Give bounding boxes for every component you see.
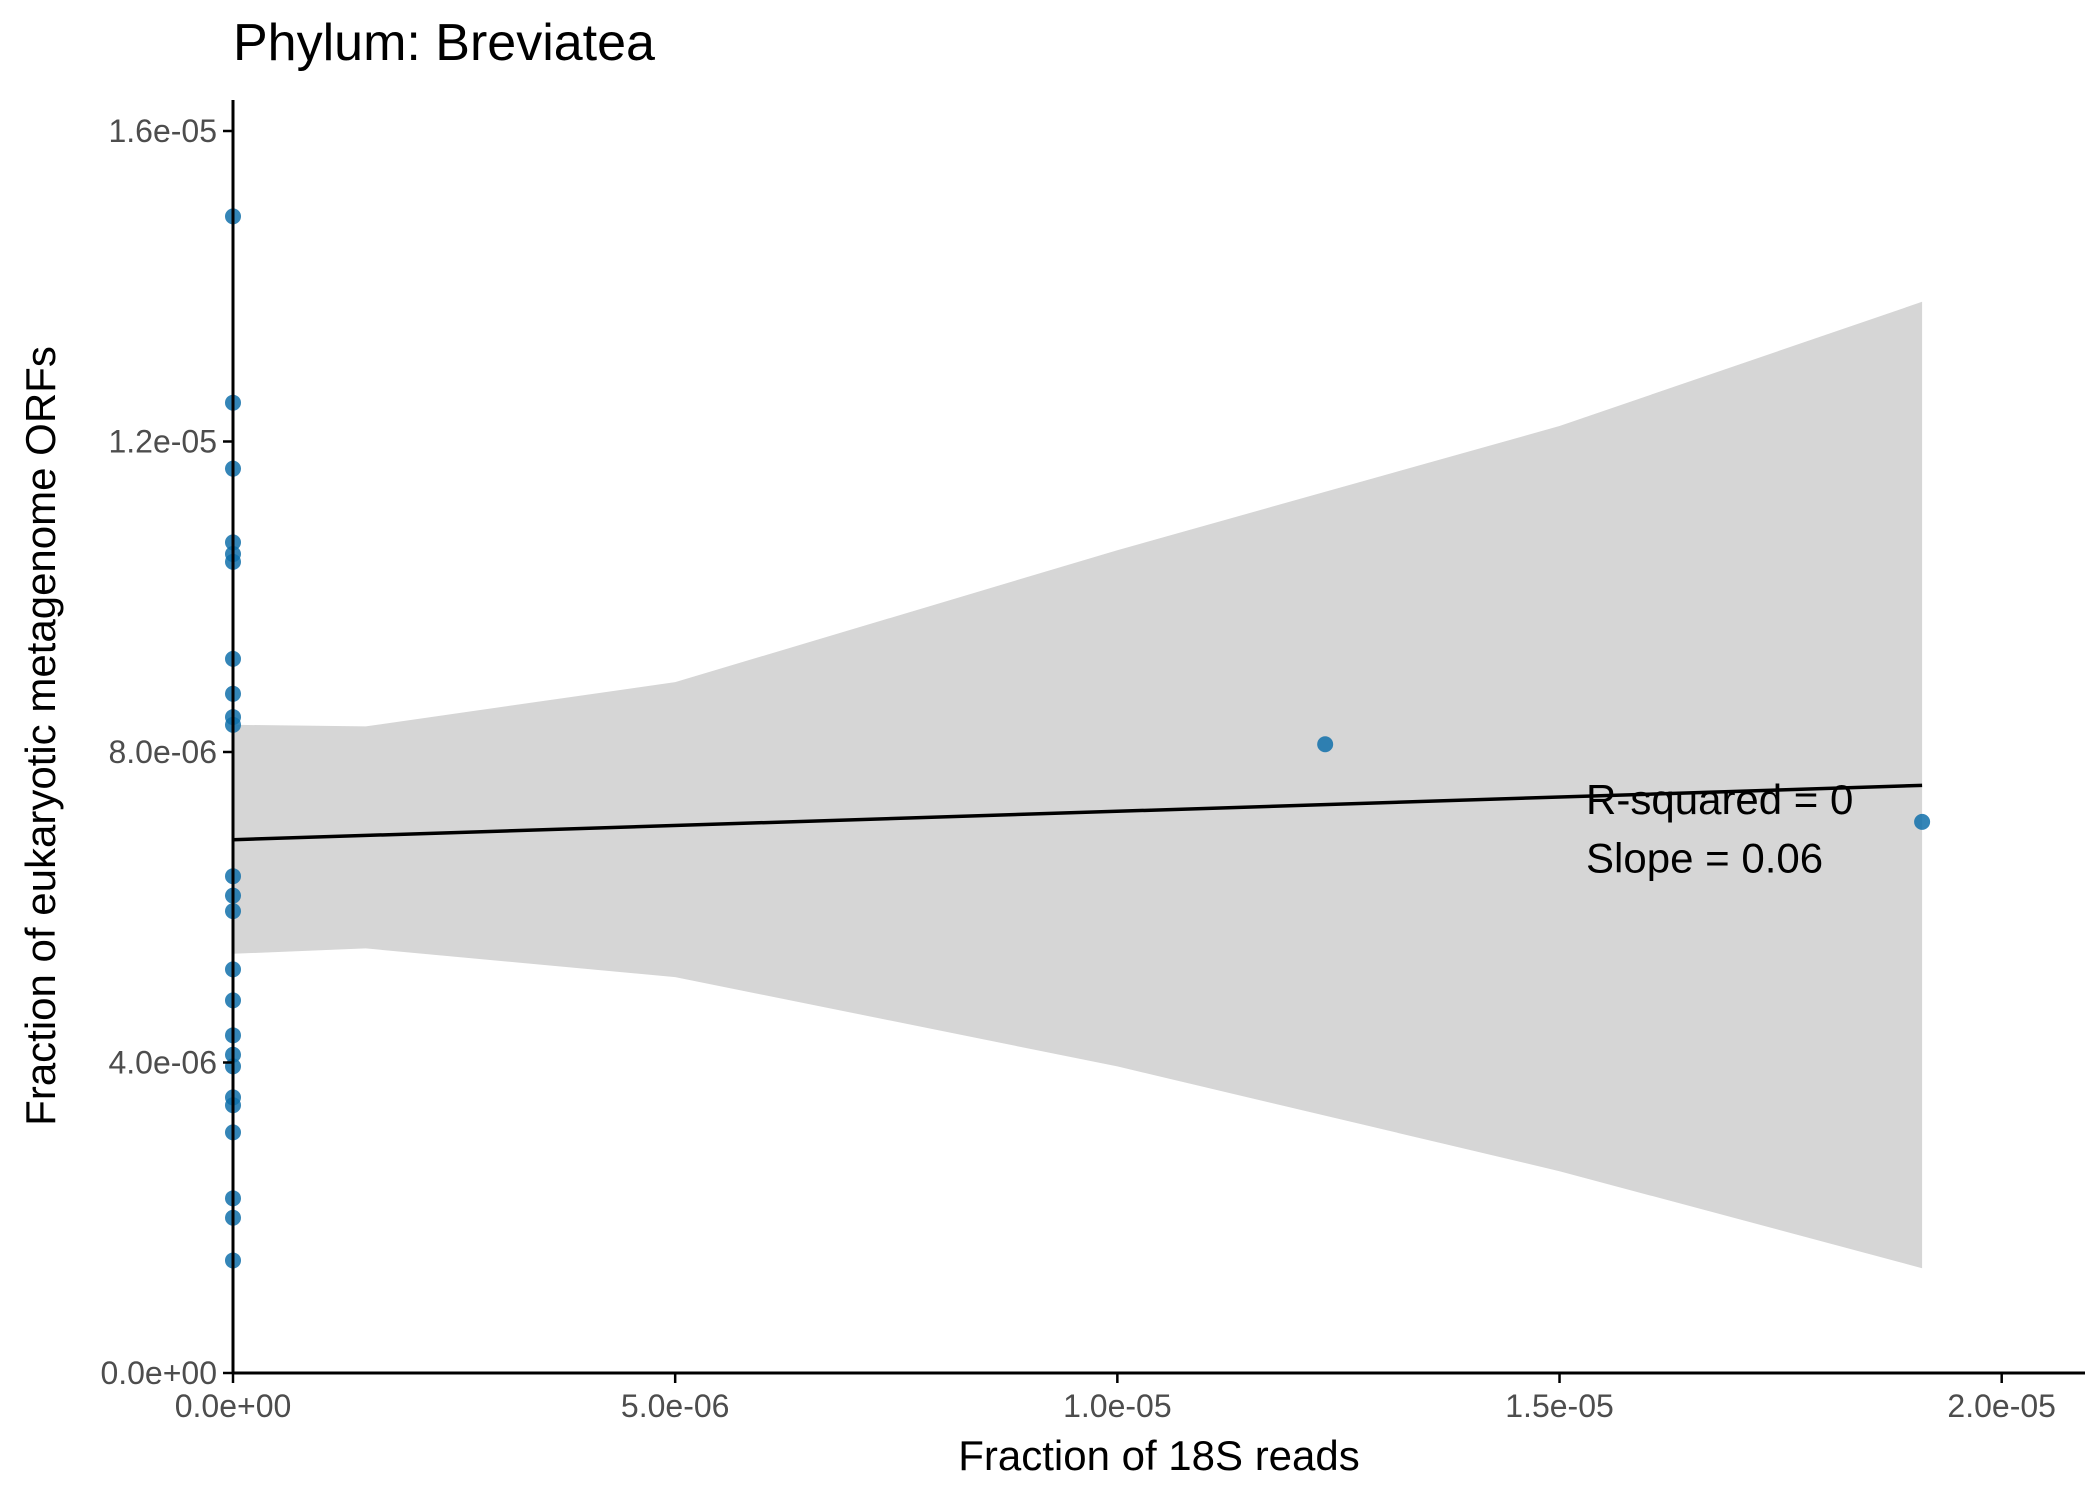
data-point: [1914, 813, 1931, 830]
y-tick-label: 1.6e-05: [108, 113, 217, 149]
x-axis-label: Fraction of 18S reads: [958, 1432, 1360, 1479]
y-tick-label: 0.0e+00: [100, 1355, 217, 1391]
x-tick-label: 1.5e-05: [1505, 1388, 1614, 1424]
fit-line-layer: [232, 783, 1923, 842]
chart-title: Phylum: Breviatea: [233, 14, 655, 72]
confidence-band: [233, 301, 1923, 1269]
data-point: [1317, 736, 1334, 753]
x-tick-label: 5.0e-06: [621, 1388, 730, 1424]
y-tick-label: 4.0e-06: [108, 1045, 217, 1081]
x-tick-label: 0.0e+00: [175, 1388, 292, 1424]
regression-line: [232, 783, 1923, 842]
x-tick-label: 2.0e-05: [1947, 1388, 2056, 1424]
annotation-layer: R-squared = 0 Slope = 0.06: [1586, 776, 1853, 881]
x-axis-ticks: 0.0e+00 5.0e-06 1.0e-05 1.5e-05 2.0e-05: [175, 1373, 2056, 1424]
y-tick-label: 1.2e-05: [108, 424, 217, 460]
y-axis-label: Fraction of eukaryotic metagenome ORFs: [17, 346, 64, 1126]
confidence-band-layer: [233, 301, 1923, 1269]
annotation-text: R-squared = 0: [1586, 776, 1853, 823]
y-axis-ticks: 0.0e+00 4.0e-06 8.0e-06 1.2e-05 1.6e-05: [100, 113, 233, 1391]
x-tick-label: 1.0e-05: [1063, 1388, 1172, 1424]
y-tick-label: 8.0e-06: [108, 734, 217, 770]
annotation-text: Slope = 0.06: [1586, 834, 1823, 881]
